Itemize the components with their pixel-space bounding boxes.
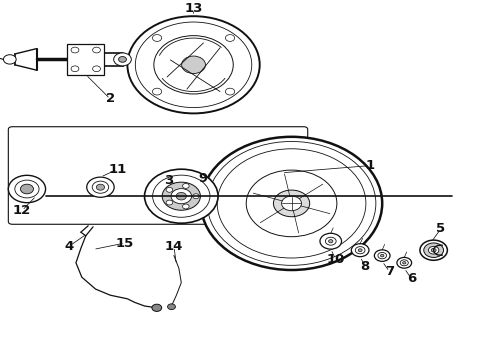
Circle shape <box>176 192 186 200</box>
Circle shape <box>171 189 192 204</box>
Text: 6: 6 <box>407 273 416 285</box>
Text: 1: 1 <box>366 159 374 172</box>
Circle shape <box>420 240 447 260</box>
Circle shape <box>374 250 390 261</box>
Circle shape <box>397 257 412 268</box>
Circle shape <box>320 233 342 249</box>
Text: 9: 9 <box>199 172 208 185</box>
Circle shape <box>273 190 310 217</box>
Circle shape <box>162 182 200 210</box>
Circle shape <box>380 254 384 257</box>
Circle shape <box>193 194 199 199</box>
Circle shape <box>127 16 260 113</box>
Text: 12: 12 <box>13 204 31 217</box>
Circle shape <box>166 188 172 192</box>
Text: 8: 8 <box>361 260 369 273</box>
Circle shape <box>424 243 443 257</box>
Text: 14: 14 <box>165 240 183 253</box>
Circle shape <box>97 184 104 190</box>
Circle shape <box>428 246 439 254</box>
Text: 5: 5 <box>437 222 445 235</box>
Circle shape <box>114 53 131 66</box>
Circle shape <box>21 184 33 194</box>
Circle shape <box>152 304 162 311</box>
Text: 11: 11 <box>108 163 127 176</box>
Circle shape <box>166 200 172 205</box>
Circle shape <box>3 55 16 64</box>
Circle shape <box>282 196 301 211</box>
Circle shape <box>329 240 333 243</box>
Circle shape <box>201 137 382 270</box>
Circle shape <box>431 248 436 252</box>
FancyBboxPatch shape <box>67 44 104 75</box>
Circle shape <box>145 169 218 223</box>
Text: 3: 3 <box>165 174 173 186</box>
Circle shape <box>168 304 175 310</box>
Circle shape <box>183 204 189 209</box>
Text: 4: 4 <box>64 240 73 253</box>
Circle shape <box>87 177 114 197</box>
Text: 7: 7 <box>385 265 394 278</box>
Text: 13: 13 <box>184 3 203 15</box>
Circle shape <box>183 184 189 188</box>
Circle shape <box>119 57 126 62</box>
Text: 2: 2 <box>106 93 115 105</box>
Circle shape <box>182 56 205 73</box>
Text: 10: 10 <box>326 253 345 266</box>
Circle shape <box>403 262 406 264</box>
Circle shape <box>351 244 369 257</box>
Text: 15: 15 <box>116 237 134 249</box>
Circle shape <box>8 175 46 203</box>
Circle shape <box>358 249 362 252</box>
